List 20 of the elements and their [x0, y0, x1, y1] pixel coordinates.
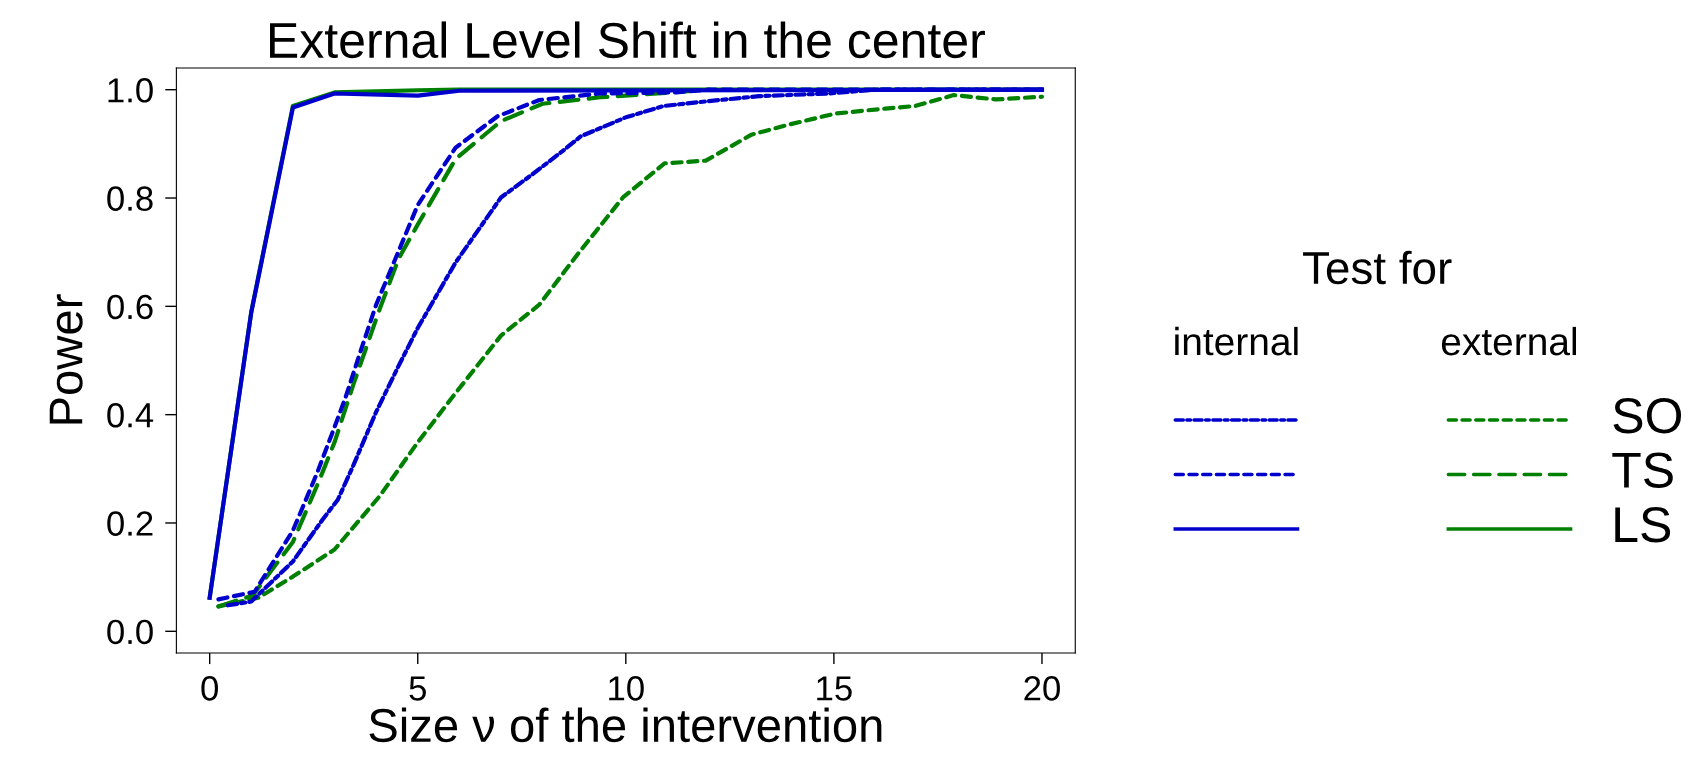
y-tick-label: 0.6	[107, 294, 153, 320]
x-axis-title: Size ν of the intervention	[369, 707, 882, 743]
y-axis-title: Power	[49, 294, 83, 424]
text: internal	[1175, 326, 1298, 356]
chart-title: External Level Shift in the center	[270, 21, 985, 59]
legend-label: TS	[1612, 452, 1673, 488]
y-tick-label: 0.4	[107, 403, 154, 428]
legend-label: LS	[1615, 507, 1671, 543]
y-tick-label: 0.0	[107, 619, 153, 645]
y-tick-label: 0.8	[107, 186, 153, 211]
x-tick-label: 15	[817, 676, 852, 701]
y-tick-label: 0.2	[107, 511, 153, 536]
y-tick-label: 1.0	[108, 78, 153, 103]
x-tick-label: 10	[609, 676, 644, 701]
text: external	[1441, 326, 1577, 356]
legend-title: Test for	[1303, 250, 1452, 285]
x-tick-label: 0	[201, 676, 218, 701]
legend-label: SO	[1613, 398, 1682, 434]
x-tick-label: 20	[1024, 676, 1060, 701]
x-tick-label: 5	[409, 676, 426, 701]
